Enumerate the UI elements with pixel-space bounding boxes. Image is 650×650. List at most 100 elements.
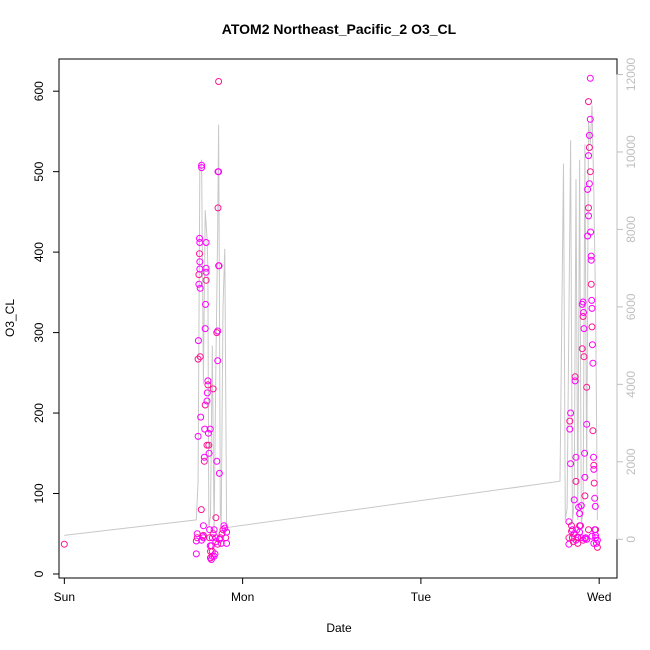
data-point bbox=[578, 345, 586, 353]
data-point bbox=[588, 304, 596, 312]
data-point bbox=[196, 265, 204, 273]
data-point bbox=[567, 409, 575, 417]
data-point bbox=[194, 432, 202, 440]
data-point bbox=[199, 522, 207, 530]
data-point bbox=[204, 429, 212, 437]
data-point bbox=[200, 453, 208, 461]
data-point bbox=[566, 417, 574, 425]
data-point bbox=[589, 359, 597, 367]
data-point bbox=[580, 353, 588, 361]
data-point bbox=[210, 552, 218, 560]
data-point bbox=[583, 383, 591, 391]
y2-tick-label: 8000 bbox=[624, 216, 638, 243]
y-tick-label: 0 bbox=[32, 570, 46, 577]
data-point bbox=[199, 531, 207, 539]
x-tick-label: Tue bbox=[411, 590, 432, 604]
data-point bbox=[201, 325, 209, 333]
y2-tick-label: 6000 bbox=[624, 293, 638, 320]
y-axis-label: O3_CL bbox=[3, 299, 17, 337]
data-point bbox=[593, 543, 601, 551]
data-point bbox=[204, 377, 212, 385]
data-point bbox=[585, 152, 592, 160]
data-point bbox=[571, 377, 579, 385]
data-point bbox=[580, 309, 587, 316]
data-point bbox=[585, 144, 593, 151]
data-point bbox=[215, 78, 223, 85]
data-point bbox=[196, 250, 203, 258]
data-point bbox=[214, 540, 222, 548]
data-point bbox=[567, 460, 575, 468]
data-point bbox=[587, 256, 595, 264]
data-point bbox=[583, 420, 591, 428]
data-point bbox=[215, 168, 223, 176]
data-point bbox=[206, 526, 214, 534]
data-point bbox=[570, 496, 578, 504]
data-point bbox=[588, 296, 596, 304]
data-point bbox=[579, 298, 587, 306]
data-point bbox=[579, 313, 587, 320]
data-point bbox=[192, 550, 200, 558]
data-point bbox=[571, 373, 579, 381]
data-point bbox=[590, 453, 597, 461]
x-axis: Sun Mon Tue Wed bbox=[54, 577, 611, 604]
data-point bbox=[568, 522, 575, 530]
x-tick-label: Sun bbox=[54, 590, 75, 604]
data-point bbox=[194, 337, 202, 345]
data-point bbox=[588, 341, 596, 349]
data-point bbox=[197, 506, 205, 514]
data-point bbox=[206, 425, 214, 433]
data-point bbox=[202, 239, 210, 246]
data-point bbox=[219, 526, 227, 534]
data-point bbox=[198, 164, 206, 172]
data-point bbox=[200, 457, 208, 465]
data-point bbox=[197, 413, 205, 421]
data-point bbox=[586, 74, 594, 82]
data-point bbox=[214, 204, 222, 212]
chart-title: ATOM2 Northeast_Pacific_2 O3_CL bbox=[222, 21, 457, 37]
data-point bbox=[212, 534, 220, 542]
data-point bbox=[588, 532, 596, 540]
data-point bbox=[212, 514, 220, 522]
data-point bbox=[223, 539, 231, 547]
data-point bbox=[593, 539, 600, 547]
y2-axis: 0 2000 4000 6000 8000 10000 12000 bbox=[616, 57, 638, 543]
data-point bbox=[590, 465, 598, 473]
series-line-group bbox=[64, 105, 598, 536]
data-point bbox=[590, 539, 598, 547]
data-point bbox=[218, 530, 226, 538]
data-point bbox=[581, 449, 589, 457]
plot-frame bbox=[58, 58, 618, 579]
data-point bbox=[202, 276, 210, 284]
y2-tick-label: 2000 bbox=[624, 448, 638, 475]
data-point bbox=[585, 98, 592, 106]
data-point bbox=[202, 268, 210, 276]
data-point bbox=[585, 212, 592, 220]
data-point bbox=[577, 502, 585, 510]
data-point bbox=[590, 461, 598, 469]
x-tick-label: Mon bbox=[231, 590, 254, 604]
data-point bbox=[201, 401, 209, 409]
data-point bbox=[592, 531, 600, 539]
data-point bbox=[585, 180, 593, 188]
x-axis-label: Date bbox=[326, 621, 352, 635]
data-point bbox=[581, 492, 589, 500]
data-point bbox=[204, 381, 212, 389]
data-point bbox=[579, 536, 587, 544]
data-point bbox=[580, 325, 588, 333]
data-point bbox=[585, 204, 592, 212]
data-point bbox=[574, 533, 582, 541]
data-point bbox=[210, 526, 218, 534]
data-point bbox=[192, 537, 200, 545]
y-tick-label: 400 bbox=[32, 242, 46, 262]
data-point bbox=[196, 284, 204, 292]
y2-tick-label: 12000 bbox=[624, 57, 638, 91]
data-point bbox=[60, 540, 68, 548]
data-point bbox=[203, 397, 211, 405]
data-point bbox=[208, 534, 216, 542]
data-point bbox=[566, 425, 574, 433]
data-point bbox=[587, 228, 595, 236]
data-point bbox=[577, 522, 584, 530]
data-point bbox=[215, 535, 223, 543]
data-point bbox=[215, 469, 223, 477]
